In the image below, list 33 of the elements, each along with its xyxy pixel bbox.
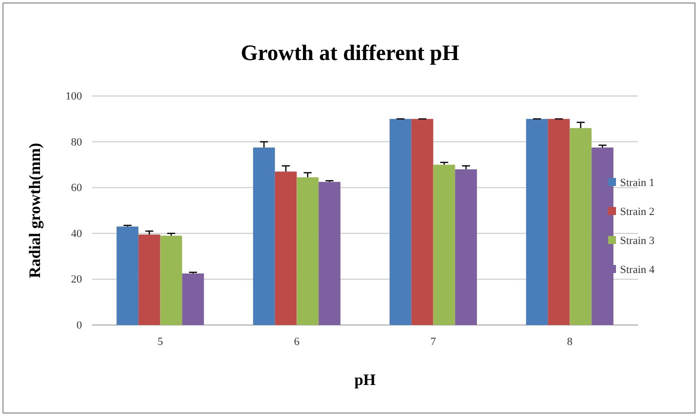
x-tick-label: 5 [158, 336, 164, 348]
y-tick-label: 60 [71, 182, 82, 194]
y-tick-label: 20 [71, 274, 82, 286]
legend-label: Strain 1 [620, 177, 655, 189]
bar [253, 148, 275, 325]
y-tick-label: 80 [71, 136, 82, 148]
bar [318, 182, 340, 325]
bar [274, 172, 297, 325]
x-axis-title: pH [354, 372, 376, 389]
y-tick-label: 40 [71, 228, 82, 240]
bar [160, 236, 182, 325]
x-tick-label: 7 [430, 336, 436, 348]
y-axis-title: Radial growth(mm) [27, 142, 44, 278]
bar [116, 226, 138, 325]
x-tick-label: 6 [294, 336, 300, 348]
bar [182, 273, 204, 325]
bar [296, 177, 319, 325]
bar [411, 118, 434, 325]
y-tick-label: 100 [66, 90, 82, 103]
chart-title: Growth at different pH [240, 40, 460, 65]
bar [455, 169, 477, 325]
legend-label: Strain 2 [620, 206, 655, 218]
bar [390, 118, 412, 325]
bar [138, 234, 160, 325]
x-tick-label: 8 [567, 336, 573, 348]
bar [570, 128, 592, 325]
y-tick-label: 0 [76, 320, 82, 332]
legend-label: Strain 4 [620, 264, 656, 276]
bar [548, 118, 570, 325]
bar [526, 118, 548, 325]
bar [433, 164, 456, 325]
legend-label: Strain 3 [620, 235, 656, 247]
bar [592, 148, 614, 325]
